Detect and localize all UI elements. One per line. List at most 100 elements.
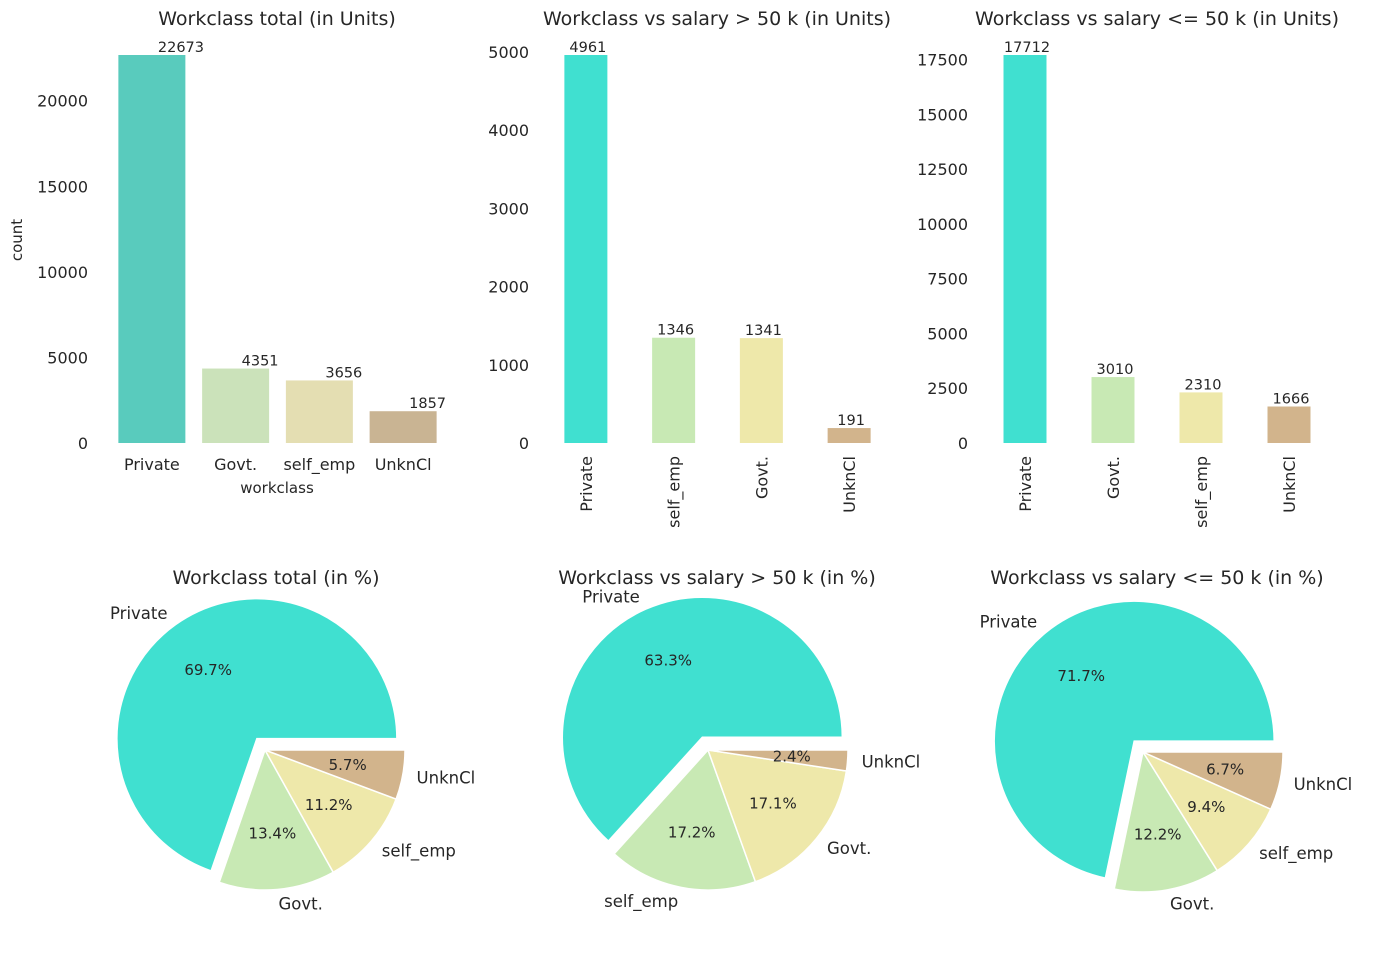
pie-pct-label: 71.7% xyxy=(1057,667,1105,685)
bar-self-emp xyxy=(1179,392,1223,443)
bar-value-label: 1341 xyxy=(745,323,782,339)
y-tick-label: 10000 xyxy=(917,215,968,234)
pie-panel-1: Workclass total (in %)Private 69.7% Govt. 1… xyxy=(110,567,475,913)
y-tick-label: 5000 xyxy=(488,43,529,62)
y-tick-label: 2500 xyxy=(927,379,968,398)
bar-private xyxy=(1003,55,1047,443)
bar-value-label: 1857 xyxy=(409,396,446,412)
chart-title: Workclass vs salary > 50 k (in Units) xyxy=(543,8,891,30)
bar-govt- xyxy=(739,338,783,443)
pie-slice-unkncl xyxy=(1142,751,1284,811)
pie-label: Govt. xyxy=(827,839,871,858)
x-tick-label: Private xyxy=(1016,456,1035,512)
pie-label: UnknCl xyxy=(862,753,921,772)
bar-self-emp xyxy=(285,380,353,443)
pie-pct-label: 9.4% xyxy=(1187,798,1225,816)
pie-slice-govt- xyxy=(706,749,848,883)
pie-slice-private xyxy=(116,597,398,872)
pie-slice-private xyxy=(561,596,844,843)
y-tick-label: 1000 xyxy=(488,356,529,375)
y-tick-label: 17500 xyxy=(917,51,968,70)
bar-self-emp xyxy=(652,337,696,443)
bar-govt- xyxy=(202,368,270,443)
pie-pct-label: 2.4% xyxy=(773,747,811,765)
y-tick-label: 12500 xyxy=(917,160,968,179)
y-tick-label: 0 xyxy=(958,434,968,453)
bar-value-label: 4351 xyxy=(242,354,279,370)
y-tick-label: 5000 xyxy=(927,324,968,343)
bar-unkncl xyxy=(1267,406,1311,443)
pie-pct-label: 5.7% xyxy=(329,756,367,774)
y-tick-label: 20000 xyxy=(37,92,88,111)
pie-label: self_emp xyxy=(604,892,678,912)
pie-pct-label: 6.7% xyxy=(1206,761,1244,779)
pie-pct-label: 12.2% xyxy=(1134,826,1182,844)
bar-value-label: 3656 xyxy=(325,365,362,381)
pie-label: UnknCl xyxy=(1294,775,1353,794)
x-tick-label: UnknCl xyxy=(840,456,859,513)
x-tick-label: Private xyxy=(577,456,596,512)
bar-panel-3: Workclass vs salary <= 50 k (in Units) 0 2… xyxy=(917,8,1339,528)
chart-title: Workclass vs salary <= 50 k (in Units) xyxy=(975,8,1339,30)
pie-slice-unkncl xyxy=(707,749,849,772)
pie-pct-label: 17.2% xyxy=(668,823,716,841)
pie-panel-2: Workclass vs salary > 50 k (in %)Private… xyxy=(558,567,920,912)
bar-panel-2: Workclass vs salary > 50 k (in Units) 0 10… xyxy=(488,8,891,528)
y-tick-label: 0 xyxy=(78,434,88,453)
pie-slice-unkncl xyxy=(264,749,406,801)
y-tick-label: 0 xyxy=(519,434,529,453)
x-tick-label: Govt. xyxy=(214,455,257,474)
bar-value-label: 1666 xyxy=(1273,392,1310,408)
bar-private xyxy=(564,55,608,443)
pie-label: self_emp xyxy=(382,841,456,861)
pie-label: self_emp xyxy=(1259,844,1333,864)
bar-value-label: 3010 xyxy=(1097,362,1134,378)
pie-label: Govt. xyxy=(279,894,323,913)
bar-private xyxy=(118,55,186,443)
x-tick-label: Govt. xyxy=(752,456,771,499)
x-tick-label: self_emp xyxy=(665,456,685,528)
bar-value-label: 22673 xyxy=(158,40,204,56)
y-tick-label: 10000 xyxy=(37,263,88,282)
y-tick-label: 4000 xyxy=(488,121,529,140)
y-tick-label: 15000 xyxy=(37,177,88,196)
bar-value-label: 17712 xyxy=(1004,40,1050,56)
pie-pct-label: 11.2% xyxy=(305,796,353,814)
y-tick-label: 7500 xyxy=(927,270,968,289)
x-tick-label: UnknCl xyxy=(375,455,432,474)
y-tick-label: 2000 xyxy=(488,278,529,297)
pie-pct-label: 63.3% xyxy=(644,651,692,669)
pie-pct-label: 69.7% xyxy=(184,661,232,679)
x-tick-label: UnknCl xyxy=(1280,456,1299,513)
pie-slice-self-emp xyxy=(263,748,398,874)
chart-title: Workclass total (in Units) xyxy=(158,8,396,30)
pie-panel-3: Workclass vs salary <= 50 k (in %) Privat… xyxy=(980,567,1353,914)
pie-label: Private xyxy=(582,587,640,606)
pie-label: Private xyxy=(110,604,168,623)
chart-title: Workclass total (in %) xyxy=(172,567,379,589)
pie-slice-private xyxy=(993,600,1275,880)
y-axis-label: count xyxy=(8,219,26,261)
x-tick-label: self_emp xyxy=(283,455,355,475)
y-tick-label: 3000 xyxy=(488,199,529,218)
bar-panel-1: Workclass total (in Units) 0 5000 10000 1500… xyxy=(8,8,446,497)
pie-pct-label: 17.1% xyxy=(749,794,797,812)
chart-title: Workclass vs salary > 50 k (in %) xyxy=(558,567,876,589)
pie-label: UnknCl xyxy=(417,768,476,787)
x-tick-label: self_emp xyxy=(1192,456,1212,528)
bar-unkncl xyxy=(369,411,437,443)
y-tick-label: 15000 xyxy=(917,105,968,124)
pie-label: Govt. xyxy=(1170,895,1214,914)
bar-value-label: 191 xyxy=(837,413,865,429)
bar-govt- xyxy=(1091,377,1135,443)
x-tick-label: Private xyxy=(124,455,180,474)
pie-slice-govt- xyxy=(218,748,335,891)
pie-pct-label: 13.4% xyxy=(249,825,297,843)
pie-label: Private xyxy=(980,613,1038,632)
chart-title: Workclass vs salary <= 50 k (in %) xyxy=(990,567,1323,589)
x-axis-label: workclass xyxy=(240,479,314,497)
bar-value-label: 2310 xyxy=(1185,377,1222,393)
x-tick-label: Govt. xyxy=(1104,456,1123,499)
pie-slice-self-emp xyxy=(1141,750,1272,872)
